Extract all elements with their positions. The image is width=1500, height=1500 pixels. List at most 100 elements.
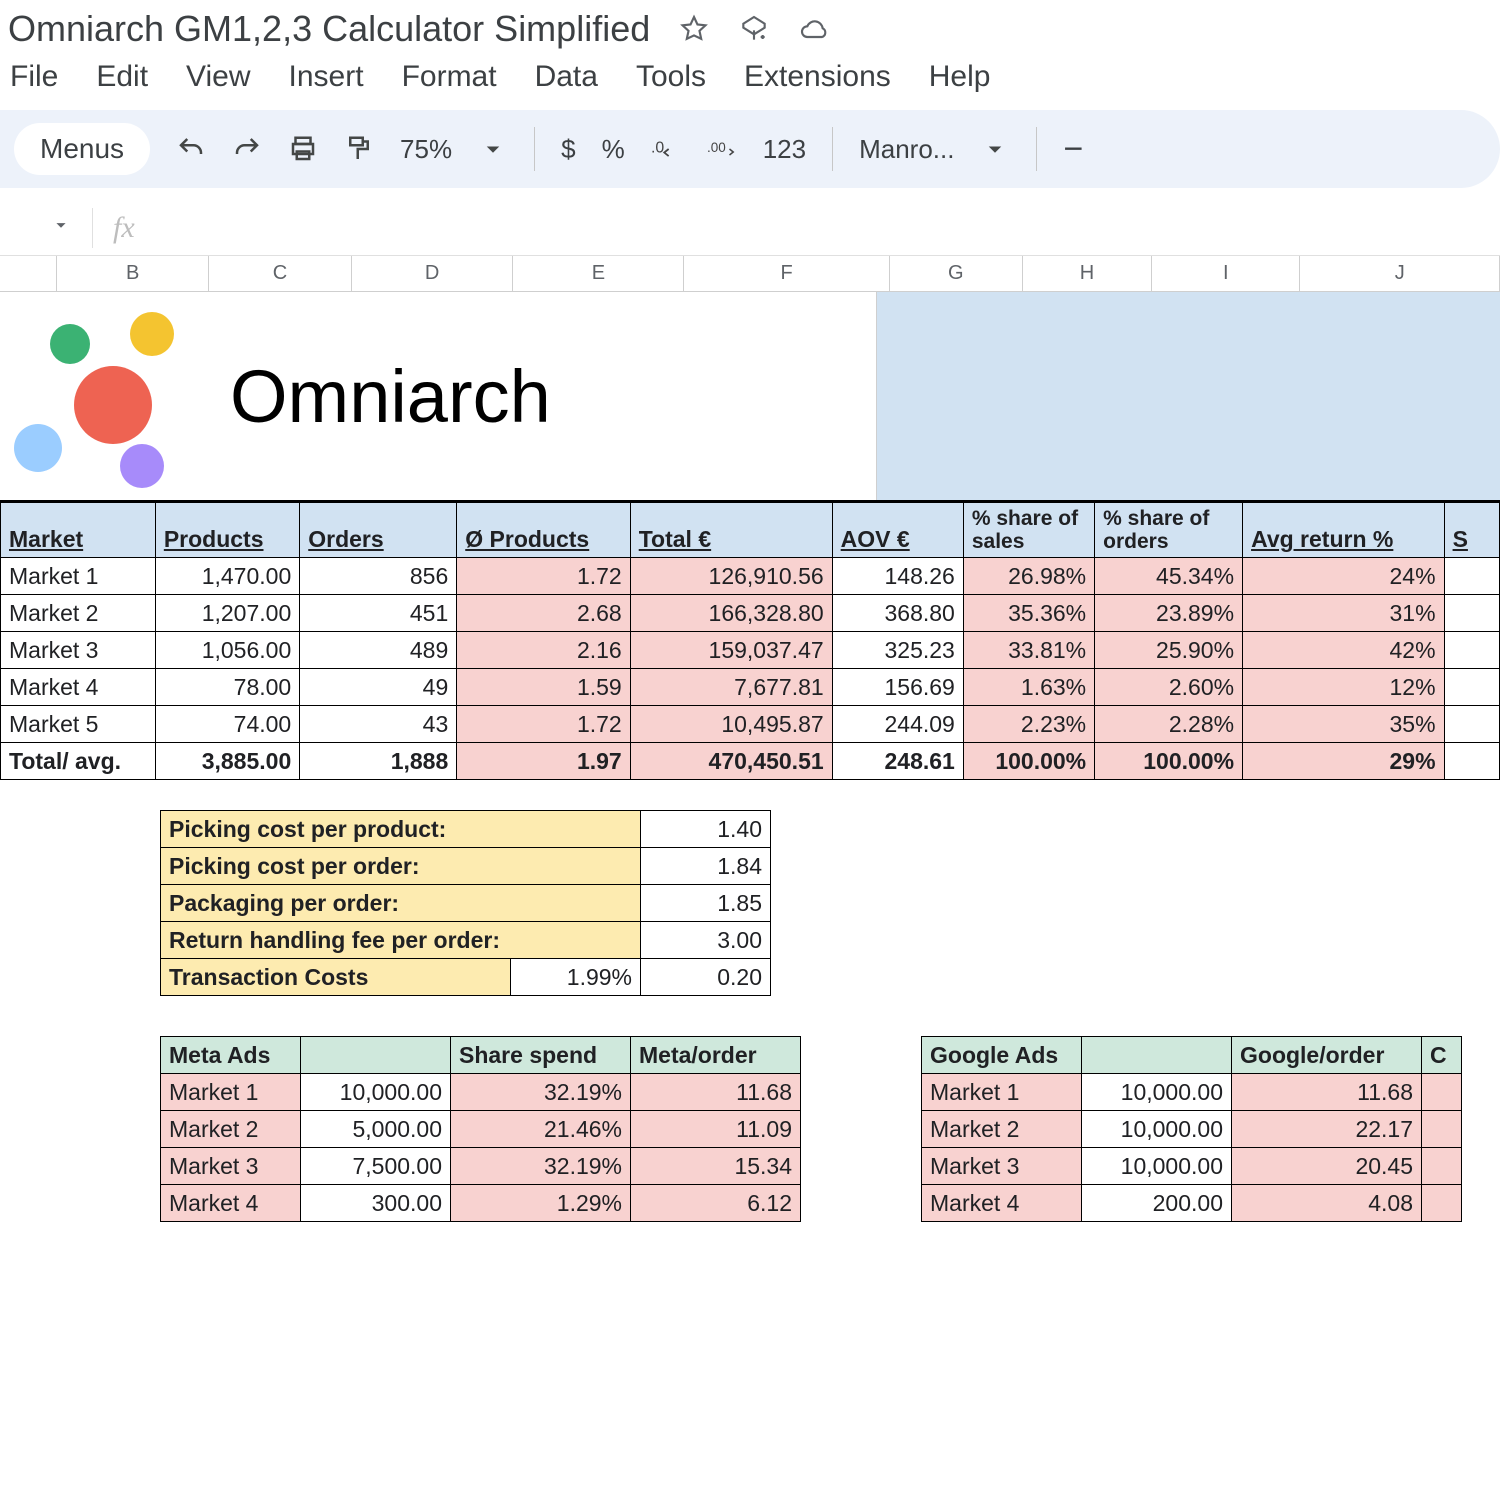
cell[interactable]: 11.09 (631, 1111, 801, 1148)
cell[interactable]: 489 (300, 632, 457, 669)
col-header[interactable]: E (513, 256, 684, 291)
col-header[interactable]: I (1152, 256, 1300, 291)
menu-view[interactable]: View (186, 60, 250, 94)
increase-decimal-icon[interactable]: .00 (707, 134, 737, 164)
table-header[interactable]: S (1444, 503, 1499, 558)
cell[interactable]: 74.00 (155, 706, 299, 743)
cell[interactable]: 0.20 (641, 959, 771, 996)
col-header[interactable]: C (209, 256, 352, 291)
cell[interactable]: 22.17 (1232, 1111, 1422, 1148)
table-header[interactable]: % share of orders (1095, 503, 1243, 558)
cell[interactable] (1444, 632, 1499, 669)
sheet-grid[interactable]: Omniarch MarketProductsOrdersØ ProductsT… (0, 292, 1500, 1222)
cell[interactable]: 31% (1243, 595, 1445, 632)
currency-button[interactable]: $ (561, 134, 575, 165)
cell[interactable]: Market 2 (161, 1111, 301, 1148)
cell[interactable]: Market 4 (161, 1185, 301, 1222)
cell[interactable]: 10,000.00 (301, 1074, 451, 1111)
table-header[interactable]: % share of sales (963, 503, 1094, 558)
cell[interactable]: 2.23% (963, 706, 1094, 743)
cell[interactable] (1422, 1074, 1462, 1111)
cell[interactable]: 148.26 (832, 558, 963, 595)
cell[interactable]: 5,000.00 (301, 1111, 451, 1148)
decrease-decimal-icon[interactable]: .0 (651, 134, 681, 164)
table-header[interactable]: Market (1, 503, 156, 558)
cost-label[interactable]: Transaction Costs (161, 959, 511, 996)
cell[interactable]: 35.36% (963, 595, 1094, 632)
zoom-select[interactable]: 75% (400, 134, 452, 165)
menu-extensions[interactable]: Extensions (744, 60, 891, 94)
table-header[interactable]: Share spend (451, 1037, 631, 1074)
cell[interactable]: 45.34% (1095, 558, 1243, 595)
cell[interactable]: 15.34 (631, 1148, 801, 1185)
cell[interactable]: 10,000.00 (1082, 1148, 1232, 1185)
paint-format-icon[interactable] (344, 134, 374, 164)
table-header[interactable]: C (1422, 1037, 1462, 1074)
table-header[interactable] (301, 1037, 451, 1074)
cell[interactable]: 1.29% (451, 1185, 631, 1222)
cell[interactable]: 325.23 (832, 632, 963, 669)
cell[interactable]: 1,470.00 (155, 558, 299, 595)
cell[interactable]: Market 1 (161, 1074, 301, 1111)
cost-label[interactable]: Packaging per order: (161, 885, 641, 922)
cell[interactable]: 1.84 (641, 848, 771, 885)
cell[interactable]: 7,677.81 (630, 669, 832, 706)
cell[interactable]: Total/ avg. (1, 743, 156, 780)
name-box-dropdown-icon[interactable] (50, 214, 72, 241)
cell[interactable]: Market 5 (1, 706, 156, 743)
cell[interactable]: 25.90% (1095, 632, 1243, 669)
cell[interactable]: 6.12 (631, 1185, 801, 1222)
menu-format[interactable]: Format (402, 60, 497, 94)
cell[interactable]: 244.09 (832, 706, 963, 743)
menu-file[interactable]: File (10, 60, 58, 94)
cell[interactable]: 3.00 (641, 922, 771, 959)
cell[interactable]: Market 2 (1, 595, 156, 632)
cell[interactable]: 100.00% (1095, 743, 1243, 780)
cell[interactable]: 7,500.00 (301, 1148, 451, 1185)
cell[interactable]: 1.72 (457, 558, 630, 595)
cell[interactable]: 2.16 (457, 632, 630, 669)
cell[interactable]: 32.19% (451, 1148, 631, 1185)
table-header[interactable]: Orders (300, 503, 457, 558)
markets-table[interactable]: MarketProductsOrdersØ ProductsTotal €AOV… (0, 502, 1500, 780)
cell[interactable]: 368.80 (832, 595, 963, 632)
col-header[interactable]: G (890, 256, 1023, 291)
cell[interactable]: Market 1 (922, 1074, 1082, 1111)
cell[interactable]: 1.59 (457, 669, 630, 706)
menu-data[interactable]: Data (535, 60, 598, 94)
col-header[interactable]: D (352, 256, 514, 291)
cell[interactable]: Market 1 (1, 558, 156, 595)
cell[interactable]: 4.08 (1232, 1185, 1422, 1222)
table-header[interactable]: AOV € (832, 503, 963, 558)
cell[interactable]: 32.19% (451, 1074, 631, 1111)
cell[interactable]: 42% (1243, 632, 1445, 669)
col-header[interactable]: F (684, 256, 889, 291)
cell[interactable]: 10,000.00 (1082, 1111, 1232, 1148)
table-header[interactable]: Ø Products (457, 503, 630, 558)
star-icon[interactable] (678, 13, 710, 45)
menu-edit[interactable]: Edit (96, 60, 148, 94)
percent-button[interactable]: % (602, 134, 625, 165)
table-header[interactable]: Avg return % (1243, 503, 1445, 558)
col-header[interactable]: J (1300, 256, 1500, 291)
move-icon[interactable] (738, 13, 770, 45)
google-ads-table[interactable]: Google AdsGoogle/orderCMarket 110,000.00… (921, 1036, 1462, 1222)
doc-title[interactable]: Omniarch GM1,2,3 Calculator Simplified (8, 8, 650, 50)
font-select[interactable]: Manro... (859, 134, 954, 165)
cell[interactable]: 49 (300, 669, 457, 706)
formula-input[interactable] (155, 214, 1494, 242)
col-header[interactable]: B (57, 256, 209, 291)
cell[interactable]: 11.68 (631, 1074, 801, 1111)
decrease-font-button[interactable]: − (1063, 130, 1083, 169)
cell[interactable]: 300.00 (301, 1185, 451, 1222)
cell[interactable] (1444, 669, 1499, 706)
cost-label[interactable]: Picking cost per order: (161, 848, 641, 885)
cell[interactable]: 1,888 (300, 743, 457, 780)
cell[interactable]: 248.61 (832, 743, 963, 780)
cell[interactable]: 1,207.00 (155, 595, 299, 632)
cell[interactable]: 451 (300, 595, 457, 632)
cell[interactable]: 1,056.00 (155, 632, 299, 669)
cell[interactable]: 21.46% (451, 1111, 631, 1148)
cell[interactable] (1444, 558, 1499, 595)
cell[interactable]: 10,495.87 (630, 706, 832, 743)
